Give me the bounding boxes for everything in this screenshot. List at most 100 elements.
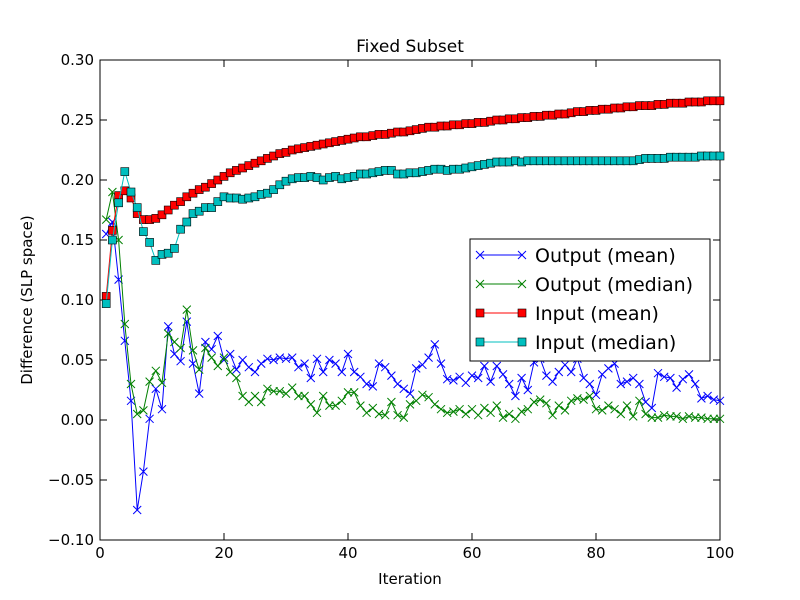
data-point	[380, 410, 390, 420]
data-point	[418, 360, 427, 370]
data-point	[641, 409, 650, 419]
data-point	[604, 364, 613, 373]
data-point	[120, 167, 130, 176]
data-point	[163, 329, 173, 338]
data-point	[511, 391, 520, 401]
data-point	[176, 356, 185, 366]
data-point	[480, 403, 489, 413]
data-point	[597, 406, 607, 415]
data-point	[114, 198, 123, 208]
data-point	[529, 397, 539, 407]
legend-marker	[475, 308, 485, 318]
data-point	[126, 379, 136, 389]
x-tick-label: 20	[214, 544, 233, 562]
data-point	[498, 413, 508, 422]
data-point	[157, 378, 167, 388]
data-point	[157, 404, 167, 414]
data-point	[387, 397, 396, 407]
data-point	[486, 408, 495, 418]
data-point	[424, 353, 433, 362]
data-point	[666, 373, 675, 383]
data-point	[337, 396, 347, 406]
data-point	[126, 187, 136, 197]
data-point	[325, 401, 334, 410]
data-point	[399, 384, 409, 394]
data-point	[374, 359, 384, 368]
data-point	[256, 397, 266, 407]
data-point	[566, 396, 576, 406]
data-point	[548, 377, 557, 386]
chart-title: Fixed Subset	[356, 37, 464, 57]
data-point	[176, 343, 185, 353]
data-point	[610, 404, 619, 414]
data-point	[517, 407, 526, 416]
y-tick-label: 0.30	[61, 51, 94, 69]
data-point	[566, 367, 576, 377]
y-tick-label: −0.10	[48, 531, 94, 549]
data-point	[145, 238, 154, 247]
data-point	[207, 203, 216, 212]
data-point	[331, 359, 340, 368]
data-point	[132, 505, 142, 515]
data-point	[455, 404, 464, 414]
data-point	[461, 378, 471, 388]
data-point	[194, 365, 204, 374]
data-point	[145, 414, 154, 424]
data-point	[213, 361, 223, 371]
data-point	[294, 391, 303, 401]
legend-label: Input (mean)	[535, 303, 659, 325]
data-point	[715, 151, 725, 161]
data-point	[207, 353, 216, 362]
data-point	[132, 203, 142, 212]
y-axis-label: Difference (SLP space)	[18, 215, 36, 385]
data-point	[666, 412, 675, 421]
data-point	[715, 414, 725, 424]
data-point	[560, 360, 570, 370]
data-point	[430, 400, 440, 409]
data-point	[312, 408, 322, 418]
legend-box	[469, 238, 711, 362]
legend: Output (mean) Output (median) Input (mean)…	[469, 238, 711, 362]
data-point	[337, 367, 347, 377]
data-point	[585, 391, 595, 401]
data-point	[343, 349, 353, 359]
data-point	[399, 413, 409, 422]
data-point	[170, 244, 179, 253]
x-tick-label: 100	[706, 544, 735, 562]
data-point	[362, 408, 371, 418]
data-point	[182, 305, 192, 314]
data-point	[294, 362, 303, 372]
data-point	[101, 299, 111, 308]
data-point	[306, 373, 316, 383]
data-point	[163, 205, 173, 215]
legend-marker	[475, 250, 485, 260]
data-point	[151, 256, 161, 265]
data-point	[387, 371, 396, 380]
data-point	[275, 386, 285, 396]
data-point	[424, 392, 433, 402]
series-input-median	[101, 151, 725, 308]
data-point	[287, 353, 297, 362]
data-point	[182, 217, 192, 227]
data-point	[269, 355, 278, 365]
data-point	[238, 355, 247, 365]
x-tick-label: 60	[462, 544, 481, 562]
data-point	[635, 379, 644, 389]
data-point	[635, 396, 644, 406]
data-point	[132, 409, 142, 419]
data-point	[362, 379, 371, 389]
x-tick-label: 80	[586, 544, 605, 562]
data-point	[449, 376, 458, 385]
data-point	[188, 346, 198, 355]
data-point	[678, 414, 688, 424]
data-point	[101, 215, 111, 224]
data-point	[461, 409, 471, 419]
data-point	[418, 390, 427, 400]
data-point	[300, 391, 309, 401]
data-point	[176, 224, 185, 234]
data-point	[318, 367, 328, 377]
data-point	[715, 96, 725, 106]
legend-marker	[475, 337, 485, 347]
data-point	[250, 367, 260, 377]
